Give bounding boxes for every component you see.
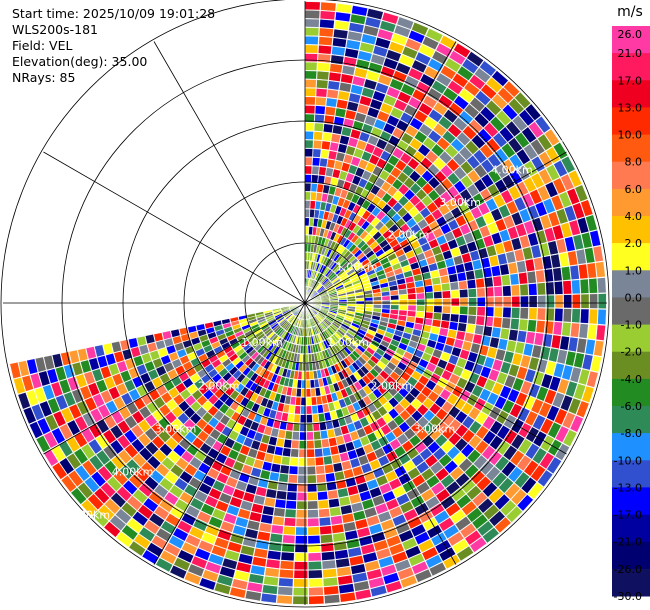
colorbar-tick-label: 1.0: [625, 264, 643, 277]
colorbar-swatch: [612, 514, 650, 543]
colorbar-swatch: [612, 406, 650, 434]
colorbar-tick-label: 26.0: [618, 28, 643, 41]
colorbar-tick-label: -17.0: [614, 509, 642, 522]
colorbar-tick-label: 13.0: [618, 101, 643, 114]
colorbar-unit: m/s: [617, 4, 643, 20]
colorbar-tick-label: -6.0: [621, 400, 642, 413]
colorbar-swatch: [612, 53, 650, 81]
colorbar-swatch: [612, 324, 650, 353]
colorbar-tick-label: 2.0: [625, 237, 643, 250]
colorbar-tick-label: -2.0: [621, 346, 642, 359]
colorbar-swatch: [612, 378, 650, 407]
colorbar-tick-label: -30.0: [614, 590, 642, 603]
colorbar-tick-label: 0.0: [625, 291, 643, 304]
range-ring-labels: 1.00km 2.00km 3.00km 4.00km 5.00km 1.00km 2.00…: [69, 131, 568, 521]
ring-label-se-3: 3.00km: [414, 422, 456, 435]
colorbar-tick-label: -21.0: [614, 536, 642, 549]
colorbar-tick-label: 10.0: [618, 129, 643, 142]
colorbar-swatch: [612, 460, 650, 488]
ring-label-sw-1: 1.00km: [241, 336, 283, 349]
colorbar-swatch: [612, 297, 650, 325]
colorbar-swatch: [612, 243, 650, 271]
colorbar-tick-label: 4.0: [625, 210, 643, 223]
field-text: Field: VEL: [12, 38, 73, 53]
colorbar-tick-label: -10.0: [614, 454, 642, 467]
instrument-text: WLS200s-181: [12, 22, 98, 37]
colorbar-swatch: [612, 351, 650, 380]
colorbar: 26.0 21.0 17.0 13.0 10.0 8.0 6.0 4.0 2.0 1.0 0.0 -1…: [612, 4, 650, 603]
ring-label-se-2: 2.00km: [371, 379, 413, 392]
colorbar-swatch: [612, 568, 650, 597]
colorbar-tick-label: -26.0: [614, 563, 642, 576]
ring-label-sw-5: 5.00km: [69, 509, 111, 522]
colorbar-swatch: [612, 188, 650, 217]
ring-label-se-1: 1.00km: [327, 336, 369, 349]
colorbar-tick-label: 6.0: [625, 183, 643, 196]
scan-info: Start time: 2025/10/09 19:01:28 WLS200s-…: [12, 6, 215, 86]
colorbar-tick-label: -1.0: [621, 319, 642, 332]
ring-label-ne-2: 2.00km: [388, 228, 430, 241]
colorbar-swatch: [612, 270, 650, 298]
radial-velocity-gates: [9, 1, 607, 605]
colorbar-swatch: [612, 487, 650, 515]
colorbar-swatch: [612, 161, 650, 190]
colorbar-swatch: [612, 541, 650, 570]
colorbar-swatch: [612, 80, 650, 108]
colorbar-tick-label: 8.0: [625, 156, 643, 169]
ring-label-ne-5: 5: [560, 131, 567, 144]
colorbar-tick-label: -8.0: [621, 427, 642, 440]
colorbar-tick-label: 21.0: [618, 47, 643, 60]
colorbar-swatch: [612, 216, 650, 244]
ring-label-ne-4: 4.00km: [491, 164, 533, 177]
ring-label-ne-3: 3.00km: [439, 196, 481, 209]
ring-label-ne-1: 1.00km: [336, 261, 378, 274]
colorbar-swatch: [612, 134, 650, 163]
colorbar-swatch: [612, 433, 650, 461]
colorbar-swatch: [612, 107, 650, 135]
ring-label-sw-3: 3.00km: [155, 422, 197, 435]
elevation-text: Elevation(deg): 35.00: [12, 54, 148, 69]
nrays-text: NRays: 85: [12, 70, 76, 85]
colorbar-swatch: [612, 26, 650, 54]
ring-label-sw-4: 4.00km: [112, 466, 154, 479]
ring-label-sw-2: 2.00km: [198, 379, 240, 392]
colorbar-tick-label: 17.0: [618, 74, 643, 87]
colorbar-tick-label: -4.0: [621, 373, 642, 386]
start-time-text: Start time: 2025/10/09 19:01:28: [12, 6, 216, 21]
polar-grid: [0, 0, 610, 608]
colorbar-tick-label: -13.0: [614, 481, 642, 494]
